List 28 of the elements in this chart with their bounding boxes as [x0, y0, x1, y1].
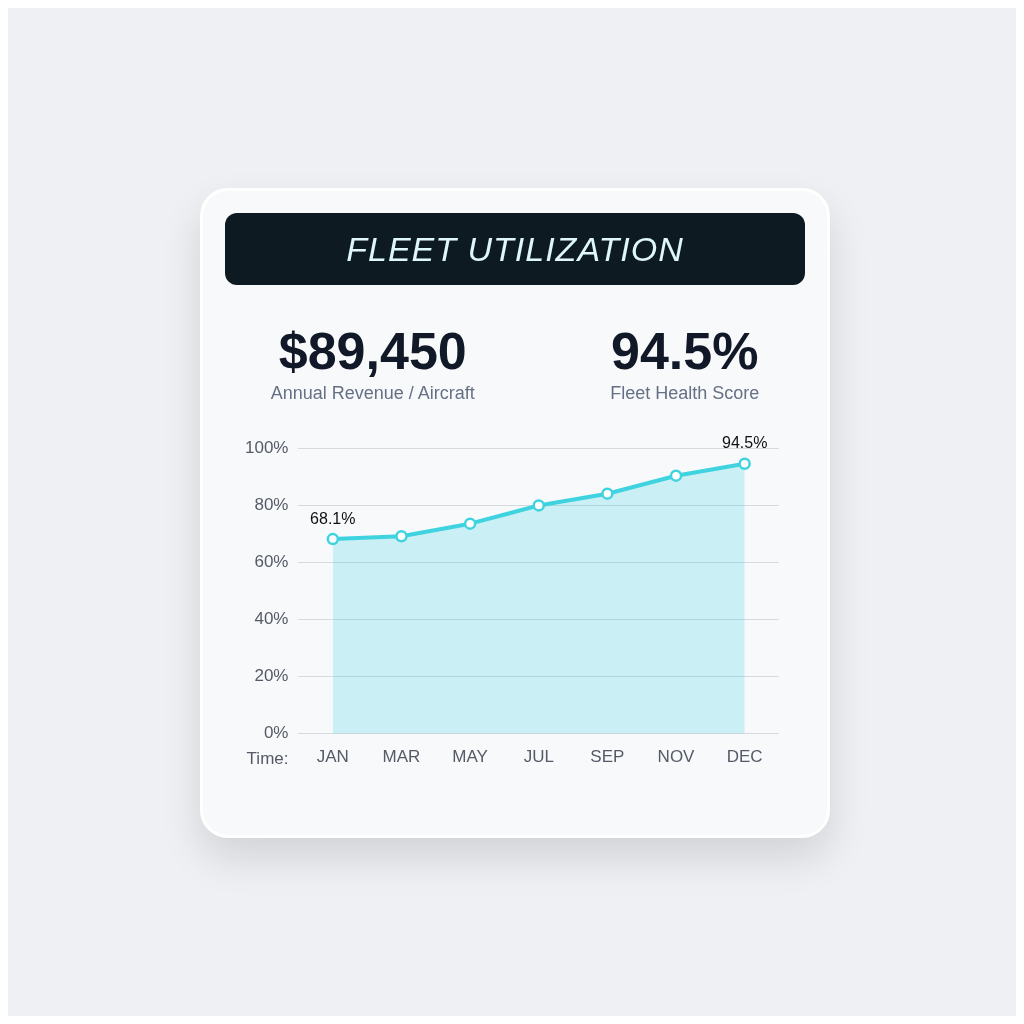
- x-tick-label: MAY: [452, 747, 488, 767]
- y-tick-label: 60%: [254, 551, 289, 571]
- chart-title: FLEET UTILIZATION: [346, 229, 684, 269]
- text: 94.5%: [610, 321, 760, 381]
- point: [601, 487, 614, 500]
- point: [395, 530, 408, 543]
- y-tick-label: 100%: [245, 437, 289, 457]
- point: [669, 469, 683, 482]
- text: Fleet Health Score: [610, 383, 760, 404]
- x-axis-title: Time:: [246, 749, 289, 769]
- point: [532, 499, 545, 512]
- x-tick-label: MAR: [382, 747, 421, 767]
- x-tick-label: JUL: [523, 747, 554, 767]
- y-tick-label: 80%: [254, 494, 289, 514]
- x-tick-label: JAN: [316, 747, 349, 767]
- x-tick-label: NOV: [657, 747, 696, 767]
- point: [463, 517, 477, 530]
- x-tick-label: SEP: [590, 747, 625, 767]
- text: Annual Revenue / Aircraft: [270, 383, 475, 404]
- y-tick-label: 40%: [254, 609, 289, 629]
- text: $89,450: [277, 321, 468, 381]
- data-label: 68.1%: [310, 509, 356, 527]
- point: [326, 532, 340, 546]
- data-label: 94.5%: [721, 434, 768, 452]
- y-tick-label: 20%: [254, 666, 289, 686]
- point: [738, 457, 751, 470]
- y-tick-label: 0%: [263, 723, 289, 743]
- x-tick-label: DEC: [726, 747, 763, 767]
